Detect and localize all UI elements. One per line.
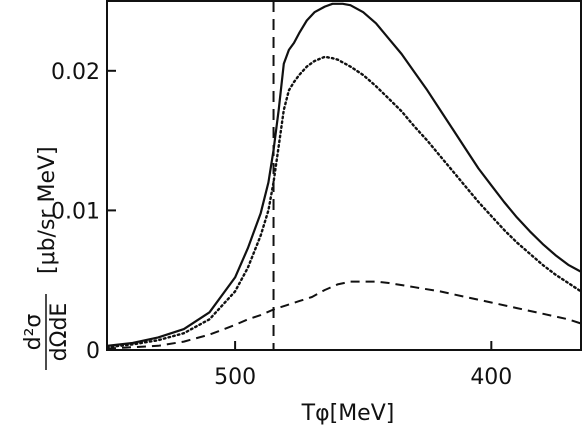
series-line-dotted [107,55,581,349]
x-tick-label: 400 [470,365,512,390]
y-tick-label: 0.02 [51,60,100,85]
series-line-solid [107,2,581,347]
y-tick-label: 0.01 [51,199,100,224]
x-tick-label: 500 [214,365,256,390]
y-axis-title-numerator: d²σ [21,314,46,351]
y-axis-title-denominator: dΩdE [47,303,72,362]
y-axis-title-unit: [μb/sr MeV] [35,146,60,274]
plot-lines [107,1,581,350]
plot-frame [106,0,582,351]
y-axis-title: d²σ dΩdE [μb/sr MeV] [21,146,72,370]
y-tick-label: 0 [86,339,100,364]
series-line-dashed [107,280,581,350]
x-axis-title: Tφ[MeV] [301,401,395,426]
ticks: 500 400 0 0.01 0.02 [51,60,512,390]
